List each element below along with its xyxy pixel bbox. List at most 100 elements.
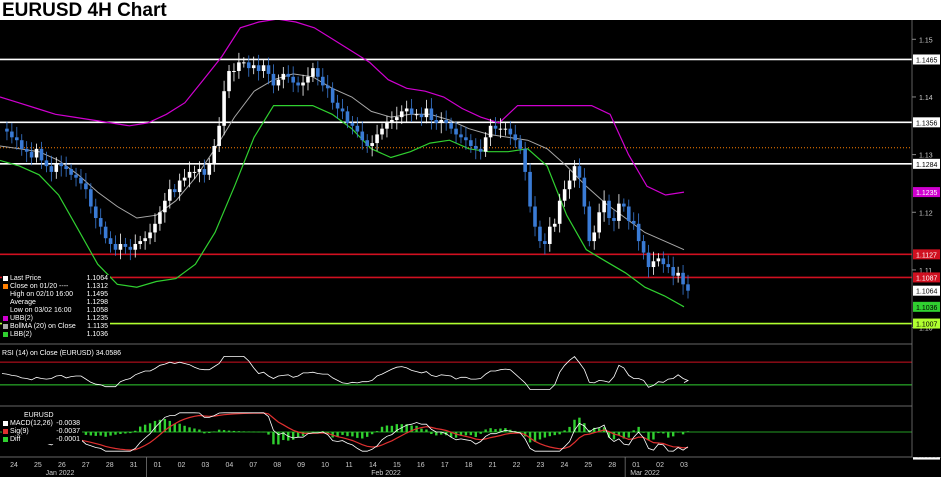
macd-diff-bar: [217, 429, 221, 432]
x-day-label: 09: [297, 462, 305, 469]
candle-body: [562, 189, 567, 201]
candle-body: [325, 85, 330, 89]
macd-diff-bar: [247, 431, 250, 433]
macd-diff-bar: [568, 426, 571, 432]
candle-body: [498, 128, 503, 130]
macd-diff-bar: [143, 424, 147, 432]
candle-body: [651, 261, 656, 268]
legend-row: Low on 03/02 16:00 1.1058: [2, 307, 110, 315]
candle-body: [227, 71, 231, 92]
macd-diff-bar: [528, 432, 532, 443]
price-tag-label: 1.1087: [916, 275, 938, 282]
price-tag-bg: [913, 318, 940, 329]
legend-label: UBB(2): [10, 315, 33, 322]
macd-diff-bar: [341, 432, 344, 435]
candle-body: [552, 223, 557, 227]
macd-diff-bar: [499, 428, 502, 432]
candle-body: [251, 65, 256, 69]
macd-diff-bar: [385, 425, 389, 432]
macd-diff-bar: [213, 431, 216, 432]
candle-body: [681, 272, 685, 285]
x-day-label: 22: [513, 462, 521, 469]
price-tag-label: 1.1127: [916, 252, 937, 259]
candle-body: [493, 125, 498, 129]
candle-body: [69, 169, 73, 175]
candle-body: [64, 166, 68, 170]
candle-body: [103, 226, 108, 239]
candle-body: [612, 218, 616, 221]
macd-diff-bar: [558, 432, 561, 435]
macd-diff-bar: [420, 428, 423, 432]
x-day-label: 25: [584, 462, 592, 469]
candle-body: [473, 145, 478, 149]
macd-legend-value: -0.0001: [56, 436, 80, 443]
x-day-label: 07: [249, 462, 257, 469]
x-day-label: 08: [273, 462, 281, 469]
macd-diff-bar: [597, 428, 601, 432]
macd-diff-bar: [435, 432, 438, 436]
candle-body: [414, 114, 419, 116]
legend-swatch: [3, 307, 8, 313]
macd-diff-bar: [652, 432, 655, 440]
macd-diff-bar: [489, 428, 492, 432]
macd-diff-bar: [366, 432, 369, 437]
macd-diff-bar: [134, 430, 137, 432]
candle-body: [602, 200, 606, 213]
price-tag-bg: [913, 285, 940, 296]
x-day-label: 17: [441, 462, 449, 469]
macd-diff-bar: [232, 430, 236, 432]
x-month-label: Mar 2022: [630, 470, 660, 477]
macd-diff-bar: [301, 432, 305, 436]
macd-diff-bar: [296, 432, 300, 438]
x-day-label: 23: [537, 462, 545, 469]
x-day-label: 25: [34, 462, 42, 469]
lower-band-line: [0, 105, 685, 308]
candle-body: [385, 122, 389, 129]
candle-body: [641, 241, 646, 253]
candle-body: [143, 238, 147, 242]
legend-swatch: [3, 315, 8, 321]
price-tick-label: 1.15: [919, 37, 933, 44]
legend-row: BollMA (20) on Close 1.1135: [2, 323, 110, 331]
macd-diff-bar: [681, 432, 685, 435]
macd-diff-bar: [282, 432, 285, 441]
macd-diff-bar: [642, 432, 645, 433]
chart-canvas: 10050034.0586 0.0050.000-0.005-0.0001-0.…: [0, 20, 941, 477]
x-day-label: 24: [560, 462, 568, 469]
candle-body: [172, 189, 177, 193]
candle-body: [360, 131, 365, 141]
macd-diff-bar: [375, 431, 379, 432]
macd-diff-bar: [622, 432, 626, 439]
candle-body: [483, 137, 488, 152]
candle-body: [533, 206, 537, 227]
candle-body: [306, 76, 310, 83]
candle-body: [118, 243, 123, 250]
price-tick-label: 1.11: [919, 268, 932, 275]
price-tag-bg: [913, 54, 940, 65]
legend-value: 1.1312: [86, 283, 108, 290]
candle-body: [335, 102, 340, 109]
price-tag-bg: [913, 117, 940, 128]
macd-diff-bar: [519, 431, 522, 433]
macd-diff-bar: [430, 432, 433, 435]
legend-swatch: [3, 331, 8, 337]
x-axis: 24 25 26 27 28 31 01 02 03 04 07 08 09 10 11 14 15 16 17 18…: [0, 456, 941, 477]
legend-value: 1.1495: [86, 291, 108, 298]
x-day-label: 28: [106, 462, 114, 469]
macd-diff-bar: [272, 432, 275, 445]
legend-label: Low on 03/02 16:00: [10, 307, 72, 314]
legend-value: 1.1298: [86, 299, 108, 306]
macd-diff-bar: [351, 432, 354, 437]
candle-body: [661, 258, 666, 265]
macd-diff-bar: [193, 428, 196, 432]
candle-body: [232, 71, 236, 73]
macd-legend-ticker: EURUSD: [24, 412, 54, 419]
price-tick-label: 1.14: [919, 95, 933, 102]
legend-value: 1.1036: [86, 331, 108, 338]
macd-diff-bar: [593, 427, 596, 432]
legend-swatch: [3, 275, 8, 281]
x-day-label: 11: [345, 462, 352, 469]
macd-diff-bar: [109, 432, 112, 436]
price-legend: Last Price 1.1064 Close on 01/20 ---- 1.131…: [2, 275, 110, 339]
x-day-label: 01: [632, 462, 640, 469]
